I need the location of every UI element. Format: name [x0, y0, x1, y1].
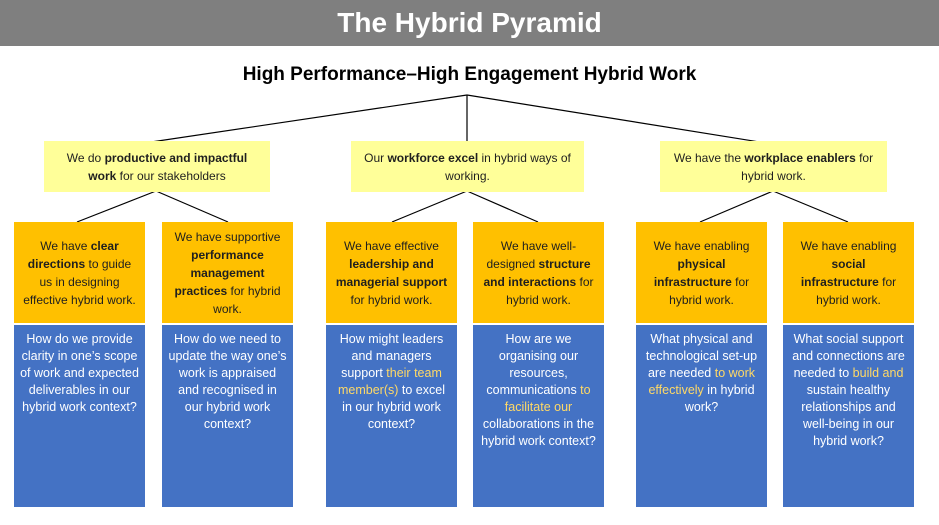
connector-line	[130, 94, 468, 146]
page-title: The Hybrid Pyramid	[0, 0, 939, 46]
enabler-box-social-infrastructure: We have enabling social infrastructure f…	[783, 222, 914, 323]
question-box-appraisal: How do we need to update the way one’s w…	[162, 325, 293, 507]
question-box-social-support: What social support and connections are …	[783, 325, 914, 507]
question-box-clarity: How do we provide clarity in one’s scope…	[14, 325, 145, 507]
connector-line	[76, 190, 157, 223]
diagram-subtitle: High Performance–High Engagement Hybrid …	[242, 64, 697, 85]
connector-line	[155, 190, 229, 223]
pillar-box-workforce-excel: Our workforce excel in hybrid ways of wo…	[351, 141, 584, 192]
connector-line	[466, 190, 539, 223]
enabler-box-physical-infrastructure: We have enabling physical infrastructure…	[636, 222, 767, 323]
question-box-organising-resources: How are we organising our resources, com…	[473, 325, 604, 507]
pillar-box-workplace-enablers: We have the workplace enablers for hybri…	[660, 141, 887, 192]
connector-line	[772, 190, 849, 223]
pillar-box-productive-work: We do productive and impactful work for …	[44, 141, 270, 192]
question-box-physical-setup: What physical and technological set-up a…	[636, 325, 767, 507]
enabler-box-clear-directions: We have clear directions to guide us in …	[14, 222, 145, 323]
connector-line	[391, 190, 468, 223]
enabler-box-structure-interactions: We have well-designed structure and inte…	[473, 222, 604, 323]
question-box-leader-support: How might leaders and managers support t…	[326, 325, 457, 507]
connector-line	[466, 94, 773, 145]
enabler-box-performance-management: We have supportive performance managemen…	[162, 222, 293, 323]
connector-line	[699, 190, 774, 223]
enabler-box-leadership: We have effective leadership and manager…	[326, 222, 457, 323]
